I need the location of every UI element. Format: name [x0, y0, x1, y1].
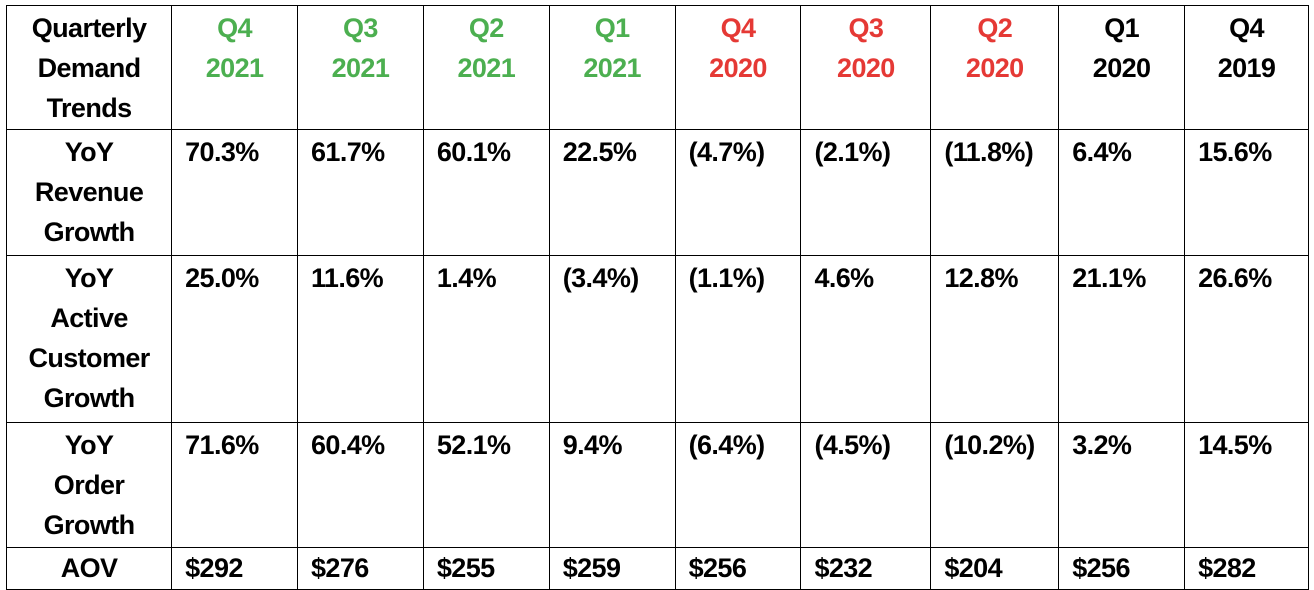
order-growth-row: YoY Order Growth 71.6% 60.4% 52.1% 9.4% …	[5, 422, 1309, 548]
quarter-header: Q2 2021	[422, 5, 550, 130]
quarter-header: Q1 2020	[1058, 5, 1186, 130]
value-cell: $232	[800, 547, 932, 590]
row-label-line: YoY	[64, 263, 114, 293]
quarter-label: Q4	[217, 13, 252, 43]
quarter-year: 2020	[837, 53, 895, 83]
row-label-line: Active	[50, 303, 128, 333]
quarter-label: Q3	[848, 13, 884, 43]
value-cell: (3.4%)	[548, 255, 676, 423]
revenue-growth-row: YoY Revenue Growth 70.3% 61.7% 60.1% 22.…	[5, 129, 1309, 256]
table-title-cell: Quarterly Demand Trends	[5, 5, 173, 130]
row-label-line: Revenue	[34, 177, 144, 207]
value-cell: 61.7%	[297, 129, 424, 256]
value-cell: (11.8%)	[930, 129, 1060, 256]
value-cell: 25.0%	[171, 255, 298, 423]
row-label: AOV	[5, 547, 173, 590]
value-cell: 12.8%	[930, 255, 1060, 423]
quarter-label: Q2	[468, 13, 504, 43]
title-line: Trends	[46, 93, 133, 123]
row-label-line: AOV	[60, 553, 118, 583]
row-label-line: Customer	[28, 343, 150, 373]
value-cell: 60.1%	[422, 129, 550, 256]
row-label-line: Growth	[43, 510, 135, 540]
row-label: YoY Order Growth	[5, 422, 173, 548]
quarter-year: 2021	[583, 53, 641, 83]
value-cell: $282	[1184, 547, 1309, 590]
quarter-header: Q1 2021	[548, 5, 676, 130]
title-line: Demand	[37, 53, 142, 83]
quarter-header: Q2 2020	[930, 5, 1060, 130]
quarter-year: 2020	[965, 53, 1024, 83]
value-cell: $256	[674, 547, 802, 590]
quarter-year: 2020	[1092, 53, 1151, 83]
row-label-line: Order	[53, 470, 125, 500]
quarter-header: Q4 2020	[674, 5, 802, 130]
aov-row: AOV $292 $276 $255 $259 $256 $232 $204 $…	[5, 547, 1309, 590]
quarter-year: 2019	[1217, 53, 1276, 83]
title-line: Quarterly	[31, 13, 147, 43]
value-cell: 60.4%	[297, 422, 424, 548]
quarter-header: Q3 2021	[297, 5, 424, 130]
value-cell: $256	[1058, 547, 1186, 590]
value-cell: 21.1%	[1058, 255, 1186, 423]
value-cell: 52.1%	[422, 422, 550, 548]
quarter-label: Q1	[1104, 13, 1140, 43]
row-label-line: YoY	[64, 137, 114, 167]
header-row: Quarterly Demand Trends Q4 2021 Q3 2021 …	[5, 5, 1309, 130]
value-cell: 11.6%	[297, 255, 424, 423]
value-cell: (1.1%)	[674, 255, 802, 423]
value-cell: (2.1%)	[800, 129, 932, 256]
row-label-line: YoY	[64, 430, 114, 460]
value-cell: 14.5%	[1184, 422, 1309, 548]
value-cell: 70.3%	[171, 129, 298, 256]
value-cell: $255	[422, 547, 550, 590]
value-cell: $276	[297, 547, 424, 590]
quarterly-demand-table: Quarterly Demand Trends Q4 2021 Q3 2021 …	[5, 5, 1309, 590]
value-cell: $259	[548, 547, 676, 590]
value-cell: (4.7%)	[674, 129, 802, 256]
value-cell: 71.6%	[171, 422, 298, 548]
value-cell: 3.2%	[1058, 422, 1186, 548]
active-customer-growth-row: YoY Active Customer Growth 25.0% 11.6% 1…	[5, 255, 1309, 423]
quarter-label: Q2	[977, 13, 1013, 43]
quarter-header: Q3 2020	[800, 5, 932, 130]
value-cell: 15.6%	[1184, 129, 1309, 256]
value-cell: $292	[171, 547, 298, 590]
value-cell: $204	[930, 547, 1060, 590]
quarter-label: Q3	[343, 13, 378, 43]
value-cell: (6.4%)	[674, 422, 802, 548]
quarter-label: Q4	[720, 13, 756, 43]
quarter-year: 2020	[709, 53, 767, 83]
quarter-header: Q4 2021	[171, 5, 298, 130]
value-cell: 4.6%	[800, 255, 932, 423]
quarter-year: 2021	[331, 53, 390, 83]
value-cell: 22.5%	[548, 129, 676, 256]
row-label-line: Growth	[43, 383, 135, 413]
value-cell: (10.2%)	[930, 422, 1060, 548]
quarter-label: Q4	[1229, 13, 1264, 43]
row-label: YoY Revenue Growth	[5, 129, 173, 256]
row-label: YoY Active Customer Growth	[5, 255, 173, 423]
row-label-line: Growth	[43, 217, 135, 247]
value-cell: 1.4%	[422, 255, 550, 423]
value-cell: 9.4%	[548, 422, 676, 548]
quarter-year: 2021	[205, 53, 264, 83]
quarter-year: 2021	[457, 53, 516, 83]
quarter-label: Q1	[594, 13, 630, 43]
value-cell: 6.4%	[1058, 129, 1186, 256]
quarter-header: Q4 2019	[1184, 5, 1309, 130]
value-cell: 26.6%	[1184, 255, 1309, 423]
value-cell: (4.5%)	[800, 422, 932, 548]
